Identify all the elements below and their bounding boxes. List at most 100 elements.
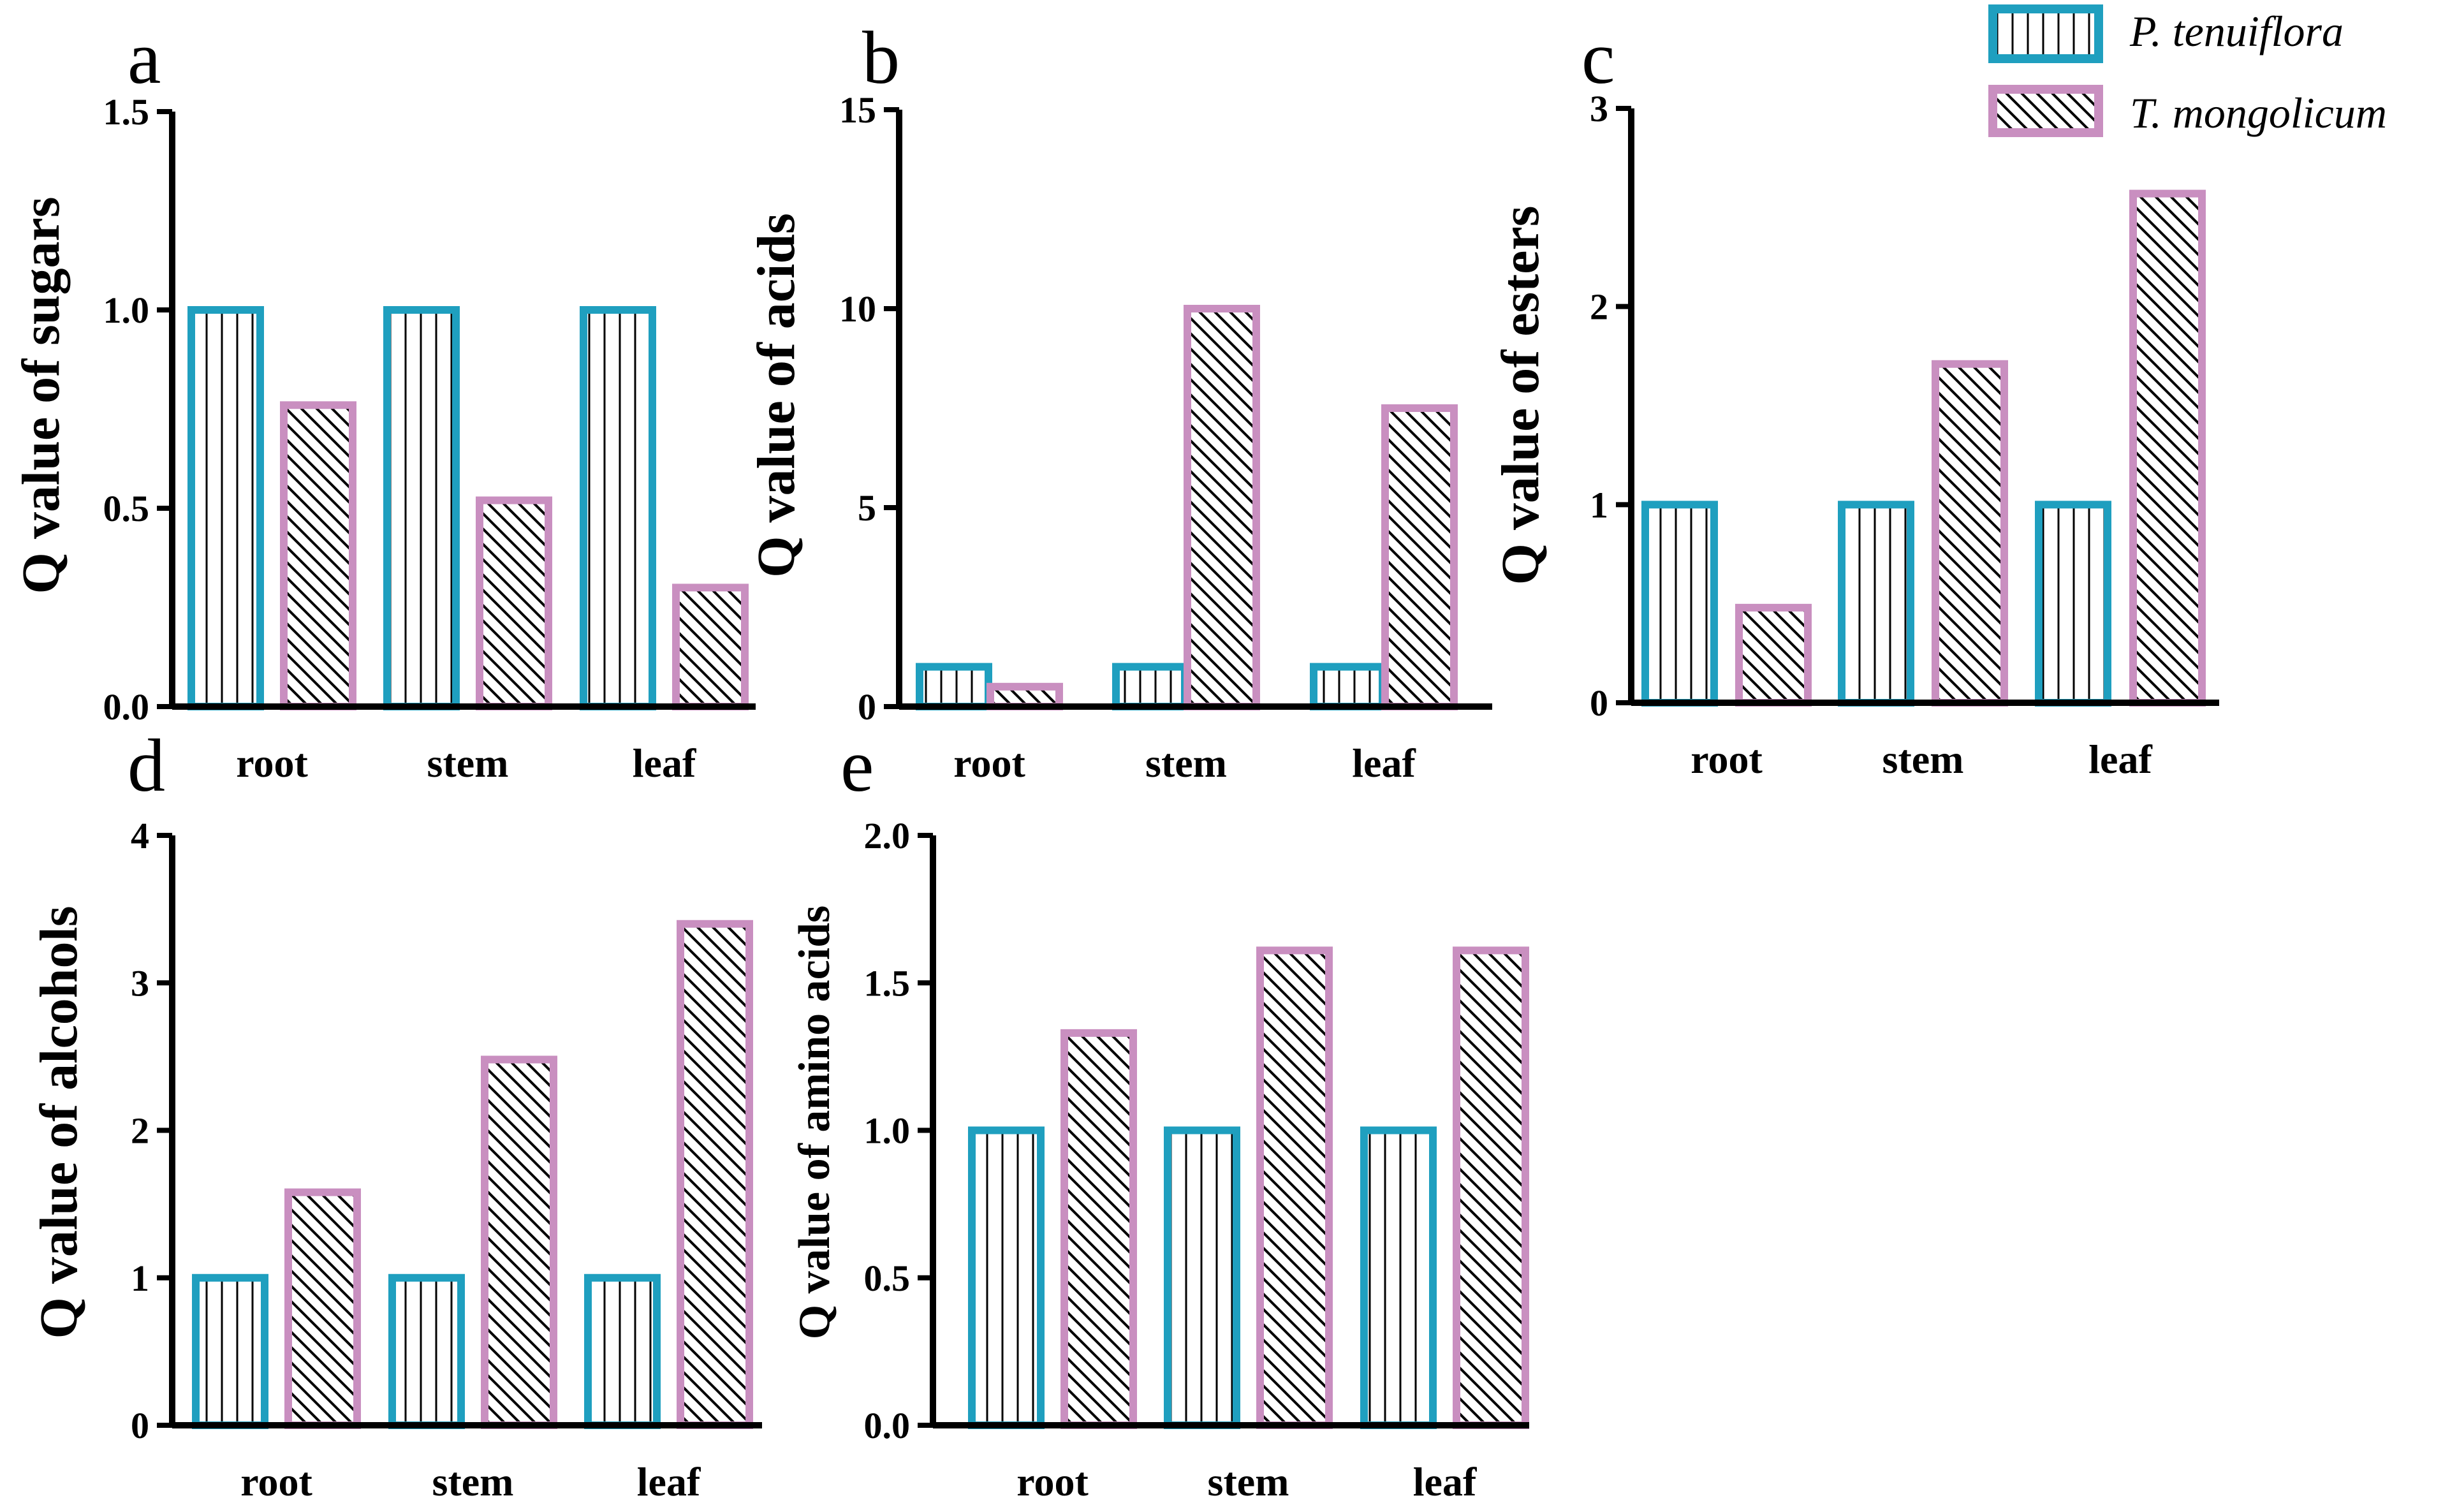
bars-e <box>968 946 1529 1429</box>
y-tick-label: 10 <box>839 288 876 330</box>
bar-c-stem-p-tenuiflora <box>1838 501 1914 707</box>
y-ticks-d: 0 1 2 3 4 <box>131 815 172 1446</box>
legend-label-t-mongolicum: T. mongolicum <box>2130 89 2387 137</box>
y-ticks-b: 0 5 10 15 <box>839 89 899 728</box>
panel-e: e Q value of amino acids 0.0 0.5 1.0 1.5 2.0… <box>790 724 1529 1504</box>
x-category-label: stem <box>1208 1459 1289 1504</box>
bar-c-root-t-mongolicum <box>1735 603 1812 707</box>
bar-a-leaf-t-mongolicum <box>672 584 749 711</box>
bar-d-stem-p-tenuiflora <box>388 1273 465 1429</box>
panel-letter-a: a <box>128 16 161 99</box>
panel-b: b Q value of acids 0 5 10 15 root stem leaf <box>747 16 1492 786</box>
bar-b-stem-t-mongolicum <box>1184 305 1260 710</box>
y-tick-label: 2 <box>1590 286 1608 328</box>
x-category-label: root <box>1016 1459 1089 1504</box>
legend-swatch-t-mongolicum <box>1988 85 2103 137</box>
y-tick-label: 1 <box>131 1258 149 1299</box>
y-tick-label: 1.5 <box>103 91 150 133</box>
x-category-label: root <box>1691 737 1763 782</box>
legend-swatch-p-tenuiflora <box>1988 4 2103 63</box>
bar-d-leaf-t-mongolicum <box>677 920 753 1429</box>
legend-label-p-tenuiflora: P. tenuiflora <box>2129 7 2344 55</box>
y-ticks-a: 0.0 0.5 1.0 1.5 <box>103 91 172 728</box>
x-category-label: root <box>953 740 1025 786</box>
y-tick-label: 0.0 <box>864 1405 911 1446</box>
y-tick-label: 4 <box>131 815 149 856</box>
x-category-label: stem <box>427 740 509 786</box>
y-axis-title-b: Q value of acids <box>747 213 806 578</box>
panel-c: c Q value of esters 0 1 2 3 root stem leaf <box>1491 16 2219 782</box>
y-tick-label: 3 <box>1590 88 1608 129</box>
bar-a-stem-p-tenuiflora <box>383 306 460 710</box>
y-ticks-e: 0.0 0.5 1.0 1.5 2.0 <box>864 815 933 1446</box>
panel-letter-c: c <box>1581 16 1615 99</box>
panel-d: d Q value of alcohols 0 1 2 3 4 root stem leaf <box>29 724 762 1504</box>
x-categories-e: root stem leaf <box>1016 1459 1477 1504</box>
bar-d-stem-t-mongolicum <box>481 1055 557 1429</box>
y-tick-label: 3 <box>131 962 149 1004</box>
bar-e-stem-p-tenuiflora <box>1164 1126 1240 1429</box>
bar-b-leaf-p-tenuiflora <box>1310 663 1386 710</box>
y-tick-label: 15 <box>839 89 876 131</box>
y-tick-label: 1.0 <box>864 1110 911 1152</box>
panel-a: a Q value of sugars 0.0 0.5 1.0 1.5 root ste… <box>11 16 756 786</box>
bars-a <box>187 306 749 711</box>
y-tick-label: 0.5 <box>103 488 150 529</box>
x-categories-c: root stem leaf <box>1691 737 2152 782</box>
y-tick-label: 0 <box>858 686 876 728</box>
legend: P. tenuiflora T. mongolicum <box>1988 4 2387 137</box>
bar-e-stem-t-mongolicum <box>1256 946 1333 1429</box>
y-axis-title-d: Q value of alcohols <box>29 906 89 1339</box>
y-tick-label: 2 <box>131 1110 149 1152</box>
y-axis-title-e: Q value of amino acids <box>790 906 839 1340</box>
y-tick-label: 1.5 <box>864 962 911 1004</box>
bar-c-leaf-t-mongolicum <box>2129 189 2206 707</box>
y-ticks-c: 0 1 2 3 <box>1590 88 1631 724</box>
bar-c-leaf-p-tenuiflora <box>2035 501 2111 707</box>
x-category-label: root <box>236 740 308 786</box>
y-tick-label: 0.0 <box>103 686 150 728</box>
x-categories-b: root stem leaf <box>953 740 1416 786</box>
panel-letter-d: d <box>128 724 165 807</box>
bar-c-root-p-tenuiflora <box>1641 501 1718 707</box>
bar-e-root-p-tenuiflora <box>968 1126 1045 1429</box>
y-tick-label: 0.5 <box>864 1258 911 1299</box>
y-tick-label: 1.0 <box>103 290 150 331</box>
bar-d-leaf-p-tenuiflora <box>584 1273 661 1429</box>
x-categories-d: root stem leaf <box>240 1459 701 1504</box>
y-tick-label: 0 <box>131 1405 149 1446</box>
bar-a-root-p-tenuiflora <box>187 306 264 710</box>
x-category-label: stem <box>432 1459 514 1504</box>
bars-b <box>916 305 1458 711</box>
y-axis-title-a: Q value of sugars <box>11 196 71 594</box>
panel-letter-b: b <box>862 16 900 99</box>
x-category-label: leaf <box>1413 1459 1477 1504</box>
bar-a-stem-t-mongolicum <box>476 496 552 710</box>
x-category-label: leaf <box>637 1459 701 1504</box>
bar-b-leaf-t-mongolicum <box>1381 404 1458 710</box>
x-category-label: root <box>240 1459 312 1504</box>
bar-e-leaf-p-tenuiflora <box>1360 1126 1437 1429</box>
y-tick-label: 0 <box>1590 682 1608 724</box>
y-axis-title-c: Q value of esters <box>1491 206 1550 585</box>
x-category-label: leaf <box>1352 740 1416 786</box>
panel-letter-e: e <box>840 724 874 807</box>
bar-b-stem-p-tenuiflora <box>1112 663 1189 710</box>
x-category-label: stem <box>1145 740 1227 786</box>
x-category-label: stem <box>1882 737 1964 782</box>
bar-a-leaf-p-tenuiflora <box>580 306 656 710</box>
bar-d-root-p-tenuiflora <box>192 1273 268 1429</box>
bar-e-root-t-mongolicum <box>1060 1029 1137 1429</box>
bar-d-root-t-mongolicum <box>284 1188 361 1429</box>
bar-e-leaf-t-mongolicum <box>1453 946 1529 1429</box>
bars-d <box>192 920 753 1429</box>
bar-b-root-p-tenuiflora <box>916 663 992 710</box>
y-tick-label: 1 <box>1590 484 1608 525</box>
y-tick-label: 5 <box>858 487 876 529</box>
y-tick-label: 2.0 <box>864 815 911 856</box>
x-category-label: leaf <box>633 740 696 786</box>
x-categories-a: root stem leaf <box>236 740 696 786</box>
bar-a-root-t-mongolicum <box>280 401 356 711</box>
bar-c-stem-t-mongolicum <box>1932 360 2008 707</box>
